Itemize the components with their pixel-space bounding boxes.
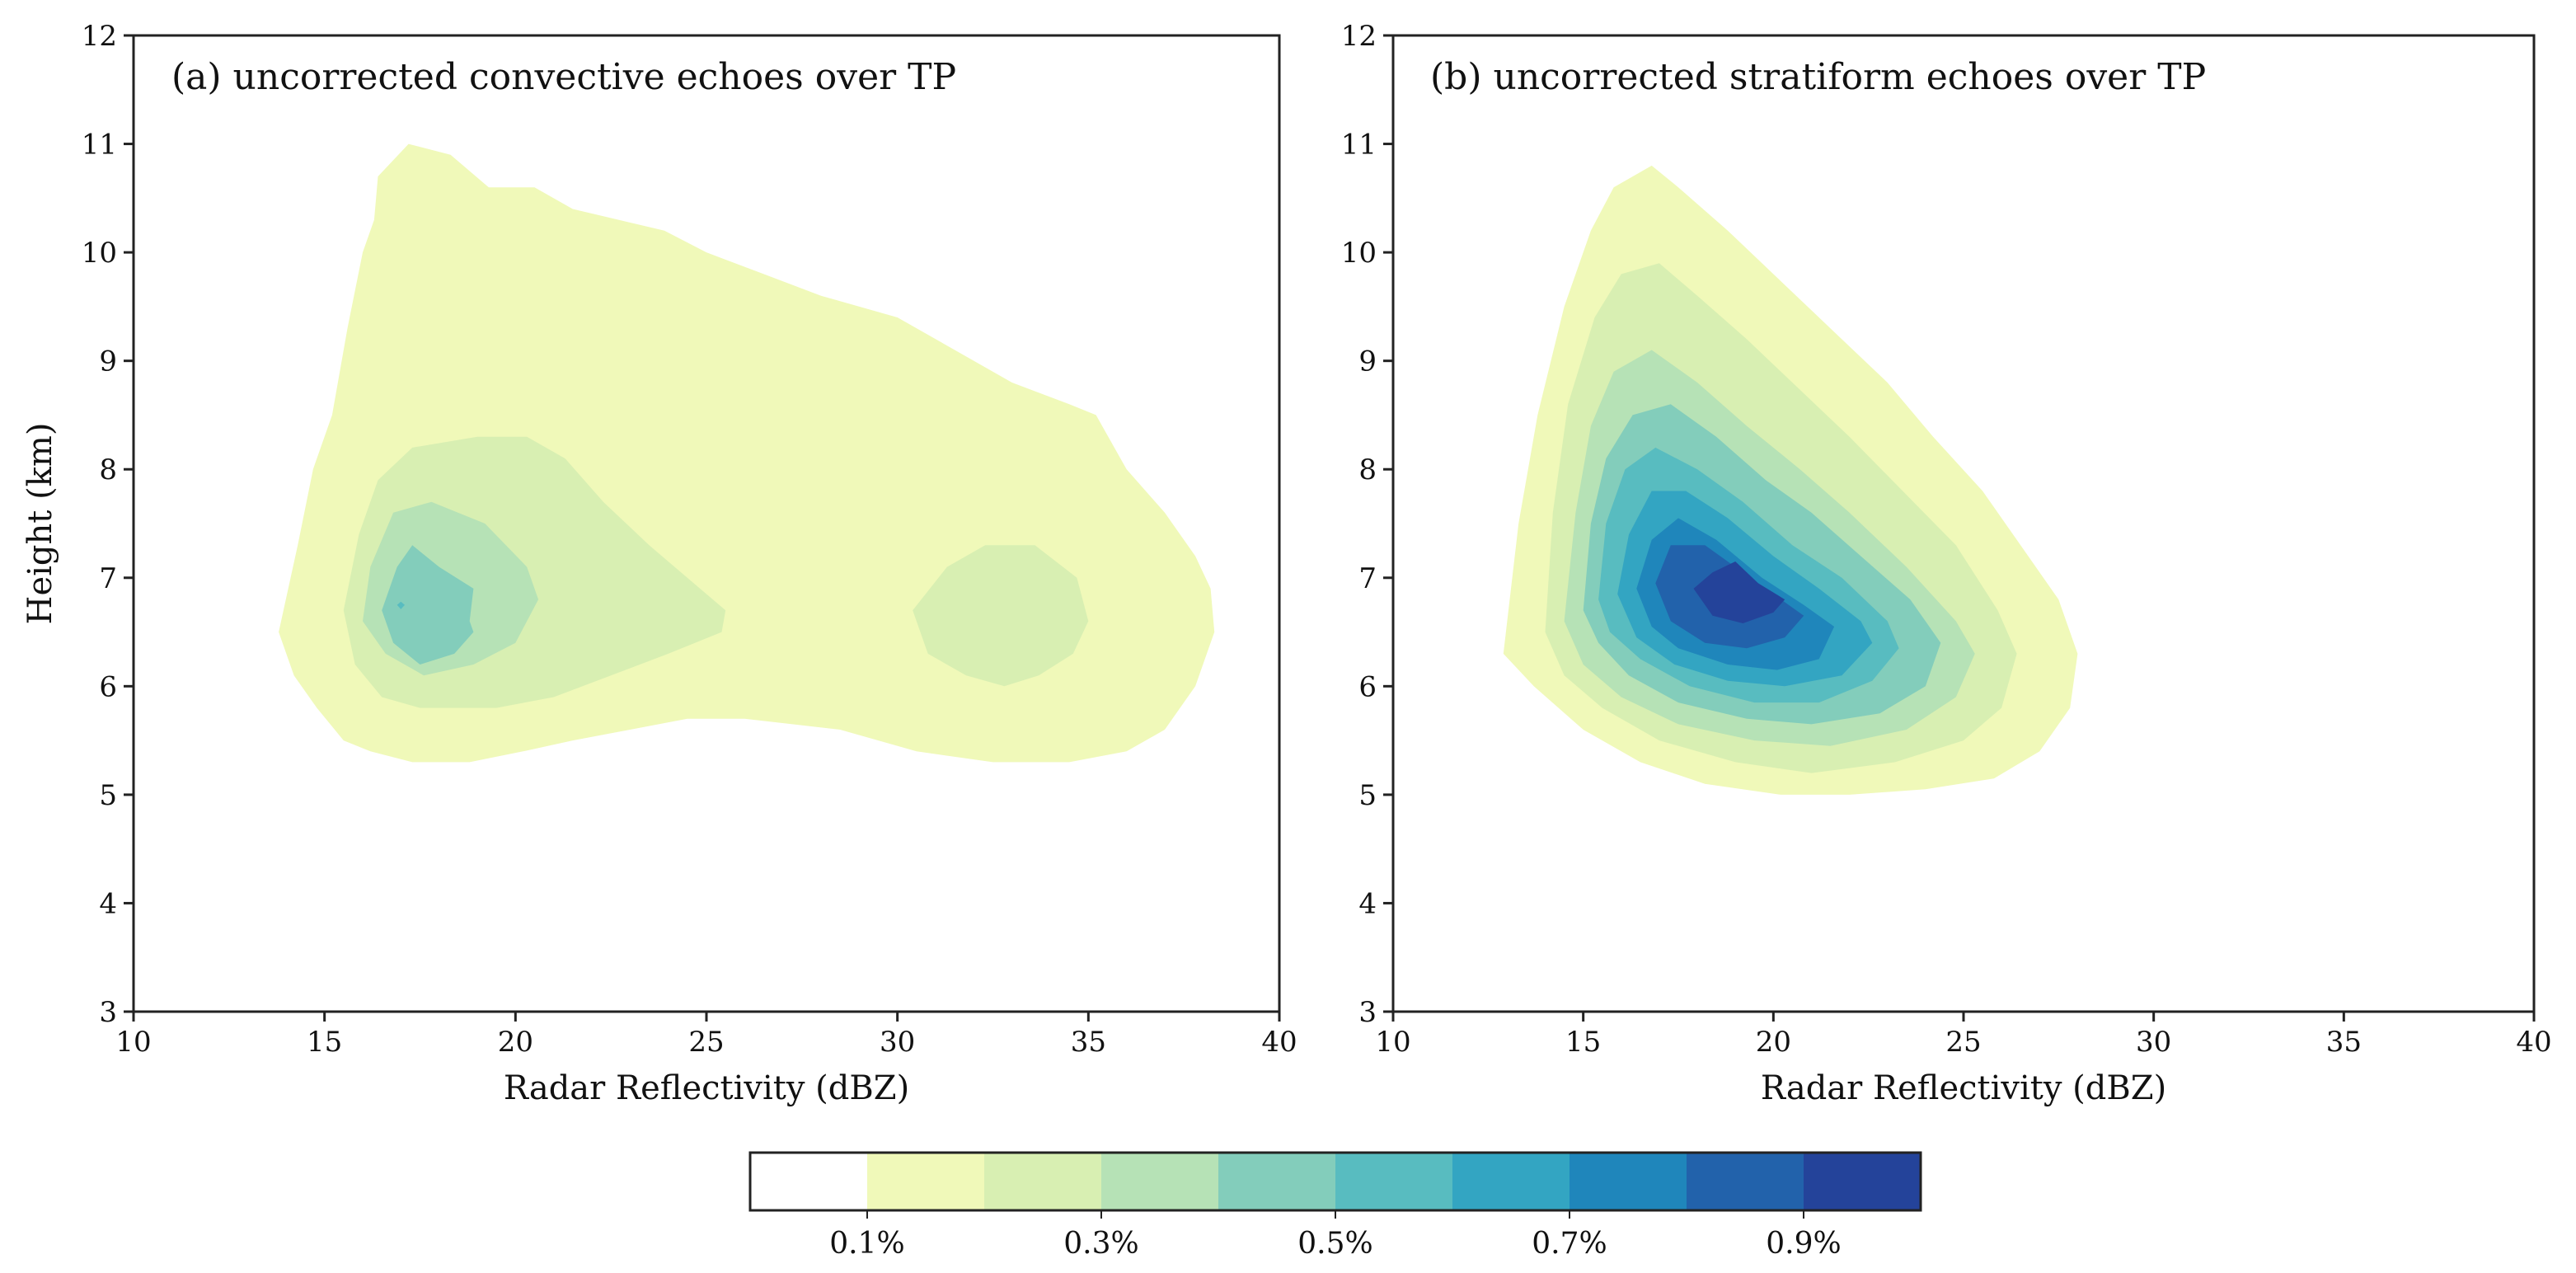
colorbar-label-2: 0.5%	[1297, 1227, 1372, 1261]
colorbar-swatch-4	[1218, 1153, 1336, 1210]
panel-a-contour-level-4-4	[382, 545, 474, 665]
panel-a-contours	[279, 143, 1215, 763]
panel-b-y-tick-label: 12	[1341, 20, 1377, 53]
panel-a-y-tick-label: 4	[99, 887, 117, 920]
panel-b-y-tick-label: 5	[1358, 779, 1377, 812]
colorbar-swatch-7	[1570, 1153, 1687, 1210]
panel-b-x-tick-label: 30	[2136, 1026, 2171, 1059]
panel-a-x-tick-label: 20	[498, 1026, 533, 1059]
colorbar-swatch-0	[750, 1153, 868, 1210]
colorbar-swatch-2	[984, 1153, 1102, 1210]
colorbar-swatches	[750, 1153, 1921, 1210]
panel-a-y-tick-label: 11	[82, 129, 117, 162]
panel-a-x-tick-label: 35	[1071, 1026, 1106, 1059]
panel-b-y-ticks: 3 4 5 6 7 8 9 10 11 12	[1341, 20, 1393, 1029]
panel-a-y-ticks: 3 4 5 6 7 8 9 10 11 12	[82, 20, 134, 1029]
panel-b-y-tick-label: 9	[1358, 345, 1377, 378]
panel-a-y-tick-label: 5	[99, 779, 117, 812]
panel-a-convective: 10 15 20 25 30 35 40 3 4 5 6 7 8 9 10 11 12 (a) uncorre…	[21, 20, 1297, 1107]
panel-b-y-tick-label: 7	[1358, 562, 1377, 595]
panel-b-y-tick-label: 3	[1358, 996, 1377, 1029]
panel-b-y-tick-label: 4	[1358, 887, 1377, 920]
panel-b-x-tick-label: 15	[1565, 1026, 1601, 1059]
colorbar-swatch-3	[1101, 1153, 1219, 1210]
panel-a-y-tick-label: 10	[82, 237, 117, 270]
panel-b-stratiform: 10 15 20 25 30 35 40 3 4 5 6 7 8 9 10 11 12 (b) uncorre…	[1341, 20, 2552, 1107]
panel-a-title: (a) uncorrected convective echoes over T…	[171, 56, 956, 98]
panel-b-y-tick-label: 11	[1341, 129, 1377, 162]
colorbar-labels: 0.1% 0.3% 0.5% 0.7% 0.9%	[829, 1210, 1842, 1261]
panel-b-y-tick-label: 10	[1341, 237, 1377, 270]
panel-b-x-tick-label: 20	[1756, 1026, 1791, 1059]
panel-b-x-ticks: 10 15 20 25 30 35 40	[1375, 1012, 2552, 1059]
panel-b-y-tick-label: 6	[1358, 670, 1377, 703]
panel-a-y-tick-label: 3	[99, 996, 117, 1029]
colorbar-swatch-5	[1335, 1153, 1453, 1210]
colorbar: 0.1% 0.3% 0.5% 0.7% 0.9%	[748, 1151, 1922, 1261]
panel-a-x-tick-label: 15	[307, 1026, 342, 1059]
colorbar-label-1: 0.3%	[1063, 1227, 1138, 1261]
panel-a-contour-level-5-5	[396, 601, 405, 609]
panel-b-x-axis-label: Radar Reflectivity (dBZ)	[1761, 1069, 2166, 1107]
panel-b-x-tick-label: 40	[2516, 1026, 2551, 1059]
colorbar-swatch-6	[1452, 1153, 1570, 1210]
panel-a-y-axis-label: Height (km)	[21, 423, 59, 625]
panel-b-title: (b) uncorrected stratiform echoes over T…	[1430, 56, 2206, 98]
panel-b-x-tick-label: 25	[1945, 1026, 1981, 1059]
colorbar-label-3: 0.7%	[1532, 1227, 1607, 1261]
colorbar-swatch-1	[867, 1153, 985, 1210]
panel-a-y-tick-label: 7	[99, 562, 117, 595]
panel-a-x-tick-label: 10	[115, 1026, 151, 1059]
panel-a-x-tick-label: 25	[688, 1026, 724, 1059]
colorbar-swatch-8	[1687, 1153, 1804, 1210]
panel-a-y-tick-label: 12	[82, 20, 117, 53]
panel-a-x-ticks: 10 15 20 25 30 35 40	[115, 1012, 1297, 1059]
colorbar-label-0: 0.1%	[829, 1227, 904, 1261]
panel-a-y-tick-label: 6	[99, 670, 117, 703]
panel-b-x-tick-label: 10	[1375, 1026, 1410, 1059]
colorbar-label-4: 0.9%	[1766, 1227, 1841, 1261]
panel-a-y-tick-label: 9	[99, 345, 117, 378]
panel-a-contour-level-2-2	[913, 545, 1089, 687]
panel-b-y-tick-label: 8	[1358, 453, 1377, 486]
panel-a-x-axis-label: Radar Reflectivity (dBZ)	[504, 1069, 909, 1107]
colorbar-swatch-9	[1804, 1153, 1921, 1210]
panel-a-x-tick-label: 40	[1261, 1026, 1297, 1059]
panel-a-x-tick-label: 30	[880, 1026, 915, 1059]
panel-b-x-tick-label: 35	[2326, 1026, 2362, 1059]
panel-a-y-tick-label: 8	[99, 453, 117, 486]
panel-b-contours	[1503, 165, 2078, 795]
panel-b-contour-level-9-8	[1693, 561, 1785, 623]
